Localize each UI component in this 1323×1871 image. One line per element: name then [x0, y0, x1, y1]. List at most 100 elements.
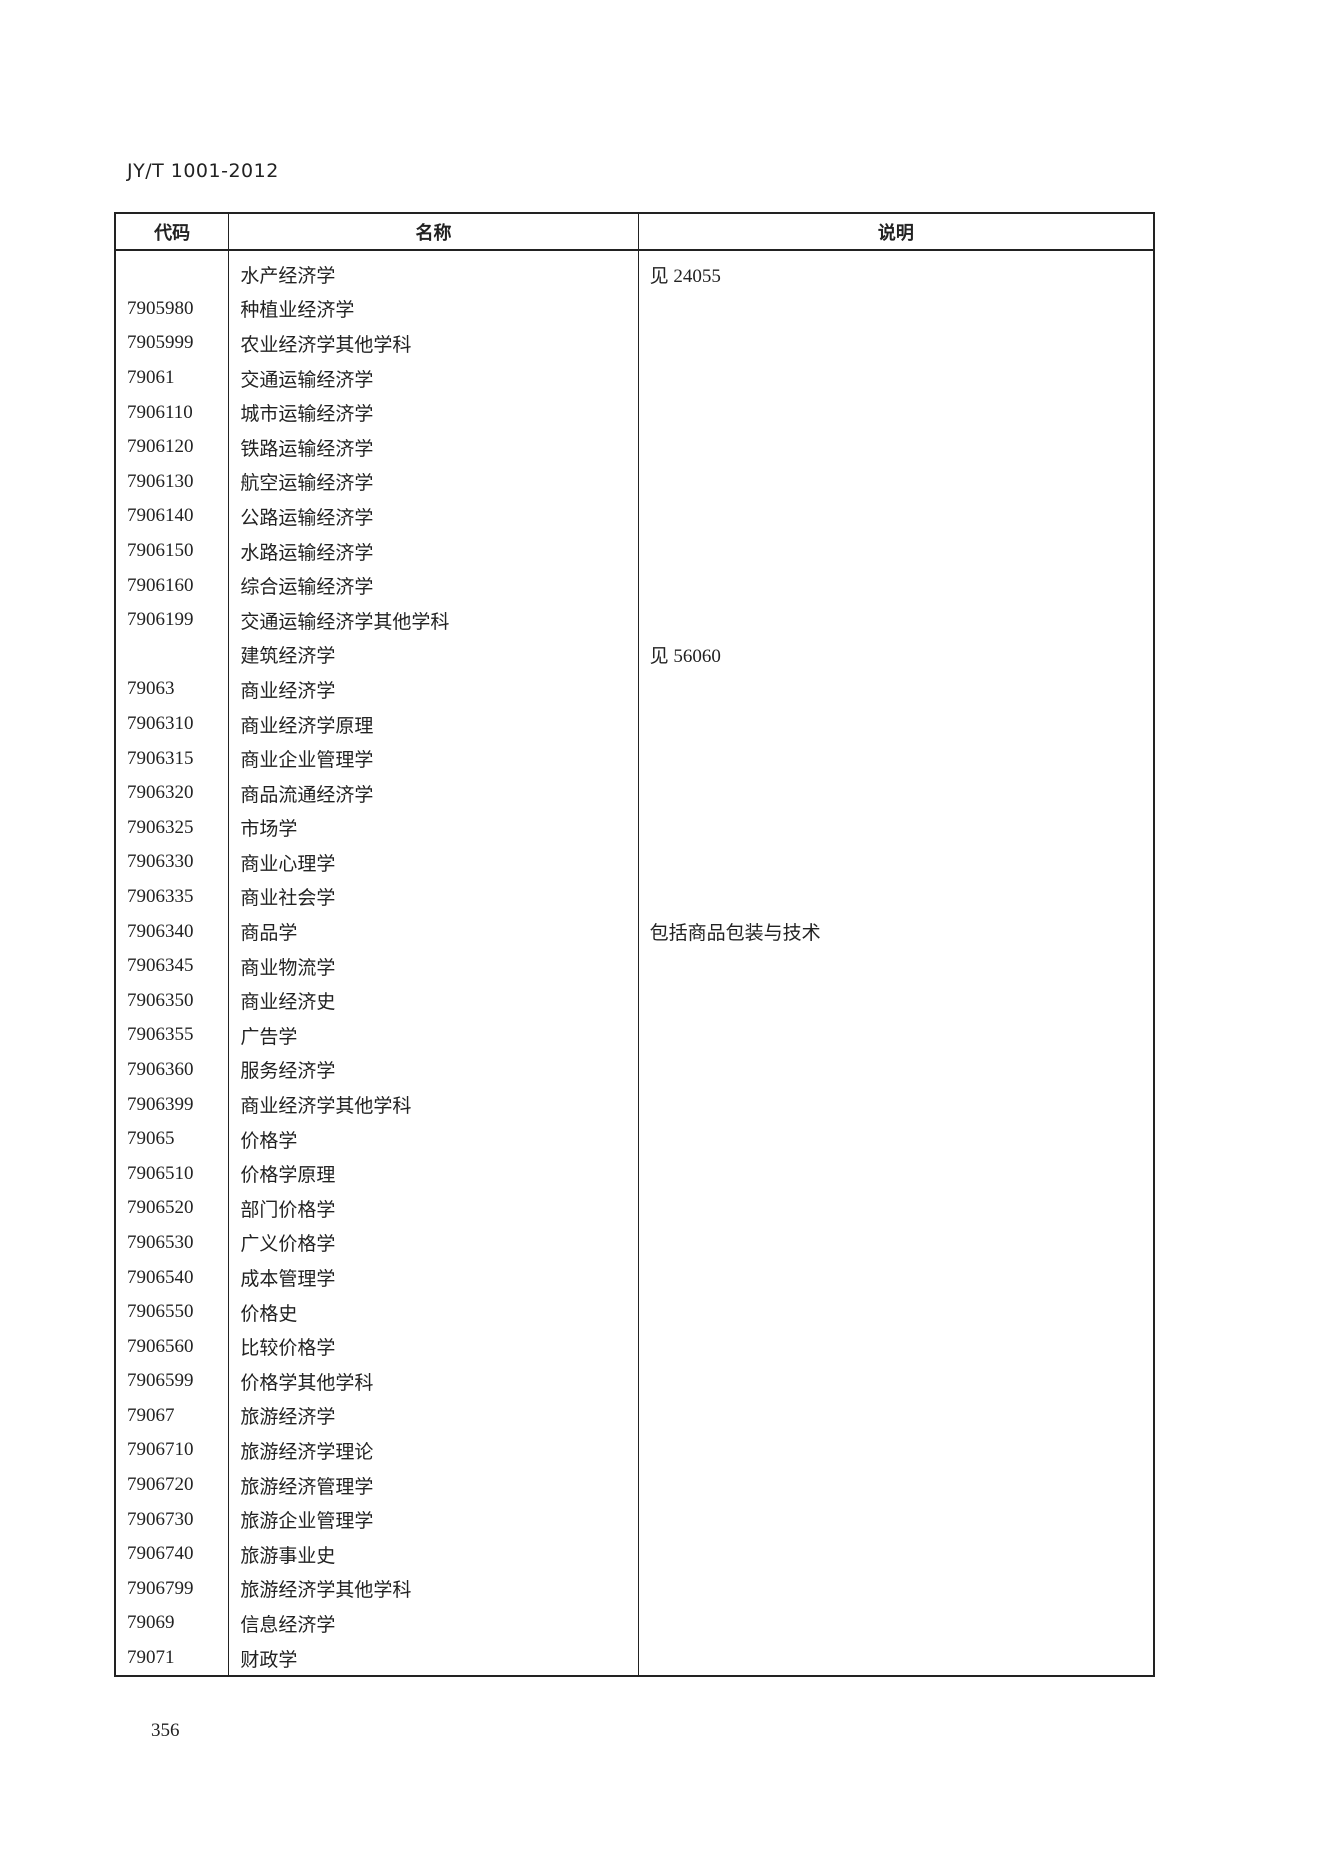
code-cell: 7906730 [114, 1502, 230, 1537]
code-cell: 7906345 [114, 948, 230, 984]
name-cell: 综合运输经济学 [228, 568, 639, 603]
name-cell: 水路运输经济学 [228, 533, 639, 569]
code-cell: 7906130 [114, 464, 230, 500]
name-cell: 商品学 [228, 914, 639, 949]
table-row: 7906350 商业经济史 [114, 983, 1155, 1019]
name-cell: 公路运输经济学 [228, 499, 639, 534]
note-cell [637, 1640, 1155, 1677]
note-cell [637, 1260, 1155, 1295]
table-row: 7905999 农业经济学其他学科 [114, 326, 1155, 361]
note-cell: 见 56060 [637, 637, 1155, 673]
table-row: 7906110 城市运输经济学 [114, 395, 1155, 430]
note-cell [637, 533, 1155, 569]
table-header-row: 代码 名称 说明 [114, 212, 1155, 251]
note-cell [637, 845, 1155, 880]
name-cell: 商业经济学原理 [228, 706, 639, 742]
name-cell: 种植业经济学 [228, 291, 639, 327]
table-row: 7906120 铁路运输经济学 [114, 429, 1155, 465]
name-cell: 商业经济史 [228, 983, 639, 1019]
code-cell: 7906799 [114, 1571, 230, 1607]
code-cell: 79071 [114, 1640, 230, 1677]
name-cell: 商业心理学 [228, 845, 639, 880]
code-cell [114, 250, 230, 292]
note-cell [637, 291, 1155, 327]
code-cell: 7906335 [114, 879, 230, 915]
note-cell [637, 326, 1155, 361]
table-row: 7906130 航空运输经济学 [114, 464, 1155, 500]
code-cell: 7906355 [114, 1018, 230, 1053]
code-cell: 7906120 [114, 429, 230, 465]
note-cell [637, 1052, 1155, 1088]
table-row: 79061 交通运输经济学 [114, 360, 1155, 396]
note-cell [637, 1364, 1155, 1399]
table-row: 7906345 商业物流学 [114, 948, 1155, 984]
table-row: 建筑经济学见 56060 [114, 637, 1155, 673]
table-row: 79067 旅游经济学 [114, 1398, 1155, 1434]
table-row: 7906360 服务经济学 [114, 1052, 1155, 1088]
name-cell: 部门价格学 [228, 1191, 639, 1226]
table-row: 7905980 种植业经济学 [114, 291, 1155, 327]
name-cell: 商业物流学 [228, 948, 639, 984]
name-cell: 铁路运输经济学 [228, 429, 639, 465]
name-cell: 交通运输经济学其他学科 [228, 602, 639, 638]
code-cell: 79069 [114, 1606, 230, 1641]
note-cell [637, 1294, 1155, 1330]
table-row: 7906140 公路运输经济学 [114, 499, 1155, 534]
name-cell: 建筑经济学 [228, 637, 639, 673]
table-row: 水产经济学见 24055 [114, 250, 1155, 292]
table-row: 7906599 价格学其他学科 [114, 1364, 1155, 1399]
note-cell [637, 1398, 1155, 1434]
table-row: 7906720 旅游经济管理学 [114, 1467, 1155, 1503]
table-row: 7906520 部门价格学 [114, 1191, 1155, 1226]
table-row: 7906510 价格学原理 [114, 1156, 1155, 1192]
name-cell: 商业企业管理学 [228, 741, 639, 776]
code-cell: 7906330 [114, 845, 230, 880]
column-header-name: 名称 [228, 212, 639, 251]
name-cell: 财政学 [228, 1640, 639, 1677]
code-cell: 79063 [114, 672, 230, 707]
note-cell [637, 1467, 1155, 1503]
table-row: 7906710 旅游经济学理论 [114, 1433, 1155, 1468]
code-cell: 7906599 [114, 1364, 230, 1399]
name-cell: 商业经济学其他学科 [228, 1087, 639, 1122]
note-cell [637, 1502, 1155, 1537]
note-cell: 包括商品包装与技术 [637, 914, 1155, 949]
name-cell: 商业经济学 [228, 672, 639, 707]
table-row: 79065 价格学 [114, 1121, 1155, 1157]
note-cell: 见 24055 [637, 250, 1155, 292]
code-cell: 7906510 [114, 1156, 230, 1192]
note-cell [637, 1329, 1155, 1364]
note-cell [637, 1433, 1155, 1468]
table-row: 79071 财政学 [114, 1640, 1155, 1677]
code-cell: 7906740 [114, 1536, 230, 1572]
name-cell: 城市运输经济学 [228, 395, 639, 430]
name-cell: 航空运输经济学 [228, 464, 639, 500]
note-cell [637, 1087, 1155, 1122]
note-cell [637, 499, 1155, 534]
name-cell: 旅游经济管理学 [228, 1467, 639, 1503]
note-cell [637, 1121, 1155, 1157]
name-cell: 价格学 [228, 1121, 639, 1157]
code-cell: 79061 [114, 360, 230, 396]
table-row: 7906340 商品学 包括商品包装与技术 [114, 914, 1155, 949]
note-cell [637, 1225, 1155, 1261]
name-cell: 比较价格学 [228, 1329, 639, 1364]
standard-number: JY/T 1001-2012 [127, 160, 279, 182]
table-row: 7906320 商品流通经济学 [114, 775, 1155, 811]
table-row: 7906730 旅游企业管理学 [114, 1502, 1155, 1537]
table-row: 7906150 水路运输经济学 [114, 533, 1155, 569]
table-row: 7906560 比较价格学 [114, 1329, 1155, 1364]
table-row: 7906355 广告学 [114, 1018, 1155, 1053]
note-cell [637, 775, 1155, 811]
name-cell: 成本管理学 [228, 1260, 639, 1295]
note-cell [637, 1536, 1155, 1572]
code-cell: 7906310 [114, 706, 230, 742]
page-number: 356 [151, 1720, 180, 1741]
name-cell: 市场学 [228, 810, 639, 846]
note-cell [637, 1018, 1155, 1053]
name-cell: 价格史 [228, 1294, 639, 1330]
code-cell: 7905999 [114, 326, 230, 361]
name-cell: 水产经济学 [228, 250, 639, 292]
table-row: 79069 信息经济学 [114, 1606, 1155, 1641]
table-row: 7906799 旅游经济学其他学科 [114, 1571, 1155, 1607]
